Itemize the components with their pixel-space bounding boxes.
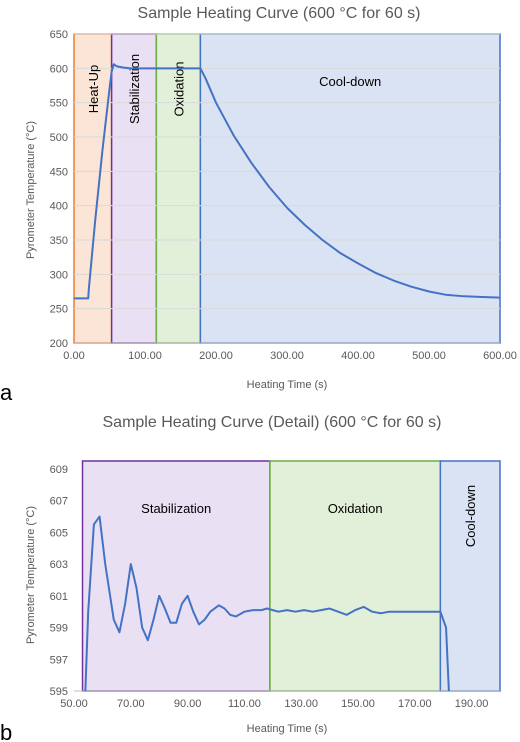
chart-b-ylabel: Pyrometer Temperature (°C): [25, 506, 37, 644]
chart-a-ylabel: Pyrometer Temperature (°C): [25, 121, 37, 259]
y-tick-label: 601: [50, 591, 68, 603]
x-tick-label: 400.00: [341, 350, 375, 362]
y-tick-label: 200: [50, 338, 68, 350]
x-tick-label: 90.00: [174, 698, 202, 710]
region-heat-up-box: [73, 33, 113, 344]
x-tick-label: 190.00: [455, 698, 489, 710]
chart-a-panel-letter: a: [0, 380, 13, 405]
chart-b-plot-area: 595 597 599 601 603 605 607 609 50.00 70.00 90.00 1…: [50, 460, 501, 710]
series-line: [84, 515, 450, 691]
x-tick-label: 110.00: [228, 698, 261, 710]
region-oxidation-box: [269, 460, 442, 692]
chart-a-plot-area: 200 250 300 350 400 450 500 550 600 650 0.00 100.00…: [50, 29, 517, 362]
x-tick-label: 100.00: [128, 350, 162, 362]
region-label: Cool-down: [463, 485, 478, 547]
region-stabilization-box: [81, 460, 271, 692]
region-label: Stabilization: [127, 54, 142, 124]
y-tick-label: 603: [50, 559, 68, 571]
region-label: Cool-down: [319, 74, 381, 89]
x-tick-label: 130.00: [284, 698, 318, 710]
region-label: Heat-Up: [86, 65, 101, 113]
y-tick-label: 300: [50, 269, 68, 281]
y-tick-label: 600: [50, 63, 68, 75]
region-cool-down-box: [199, 33, 501, 344]
x-tick-label: 600.00: [483, 350, 517, 362]
x-tick-label: 500.00: [412, 350, 446, 362]
chart-b-panel-letter: b: [0, 720, 12, 742]
region-label: Oxidation: [171, 62, 186, 117]
x-tick-label: 300.00: [270, 350, 304, 362]
y-tick-label: 500: [50, 132, 68, 144]
chart-a-title: Sample Heating Curve (600 °C for 60 s): [138, 5, 421, 22]
x-tick-label: 50.00: [60, 698, 88, 710]
x-tick-label: 0.00: [63, 350, 84, 362]
series-line: [74, 63, 500, 300]
chart-b-title: Sample Heating Curve (Detail) (600 °C fo…: [103, 414, 442, 431]
x-tick-label: 200.00: [199, 350, 233, 362]
region-label: Stabilization: [141, 501, 211, 516]
x-tick-label: 150.00: [341, 698, 375, 710]
y-tick-label: 550: [50, 98, 68, 110]
y-tick-label: 450: [50, 166, 68, 178]
y-tick-label: 609: [50, 464, 68, 476]
y-tick-label: 350: [50, 235, 68, 247]
y-tick-label: 597: [50, 654, 68, 666]
region-label: Oxidation: [328, 501, 383, 516]
x-tick-label: 70.00: [117, 698, 145, 710]
chart-a-xlabel: Heating Time (s): [247, 379, 328, 391]
x-tick-label: 170.00: [398, 698, 432, 710]
y-tick-label: 650: [50, 29, 68, 41]
panel-b: Sample Heating Curve (Detail) (600 °C fo…: [0, 414, 501, 742]
y-tick-label: 605: [50, 527, 68, 539]
panel-a: Sample Heating Curve (600 °C for 60 s) P…: [0, 5, 517, 405]
region-stabilization-box: [110, 33, 158, 344]
chart-b-xlabel: Heating Time (s): [247, 723, 328, 735]
y-tick-label: 599: [50, 623, 68, 635]
y-tick-label: 595: [50, 686, 68, 698]
y-tick-label: 607: [50, 496, 68, 508]
y-tick-label: 400: [50, 201, 68, 213]
y-tick-label: 250: [50, 304, 68, 316]
